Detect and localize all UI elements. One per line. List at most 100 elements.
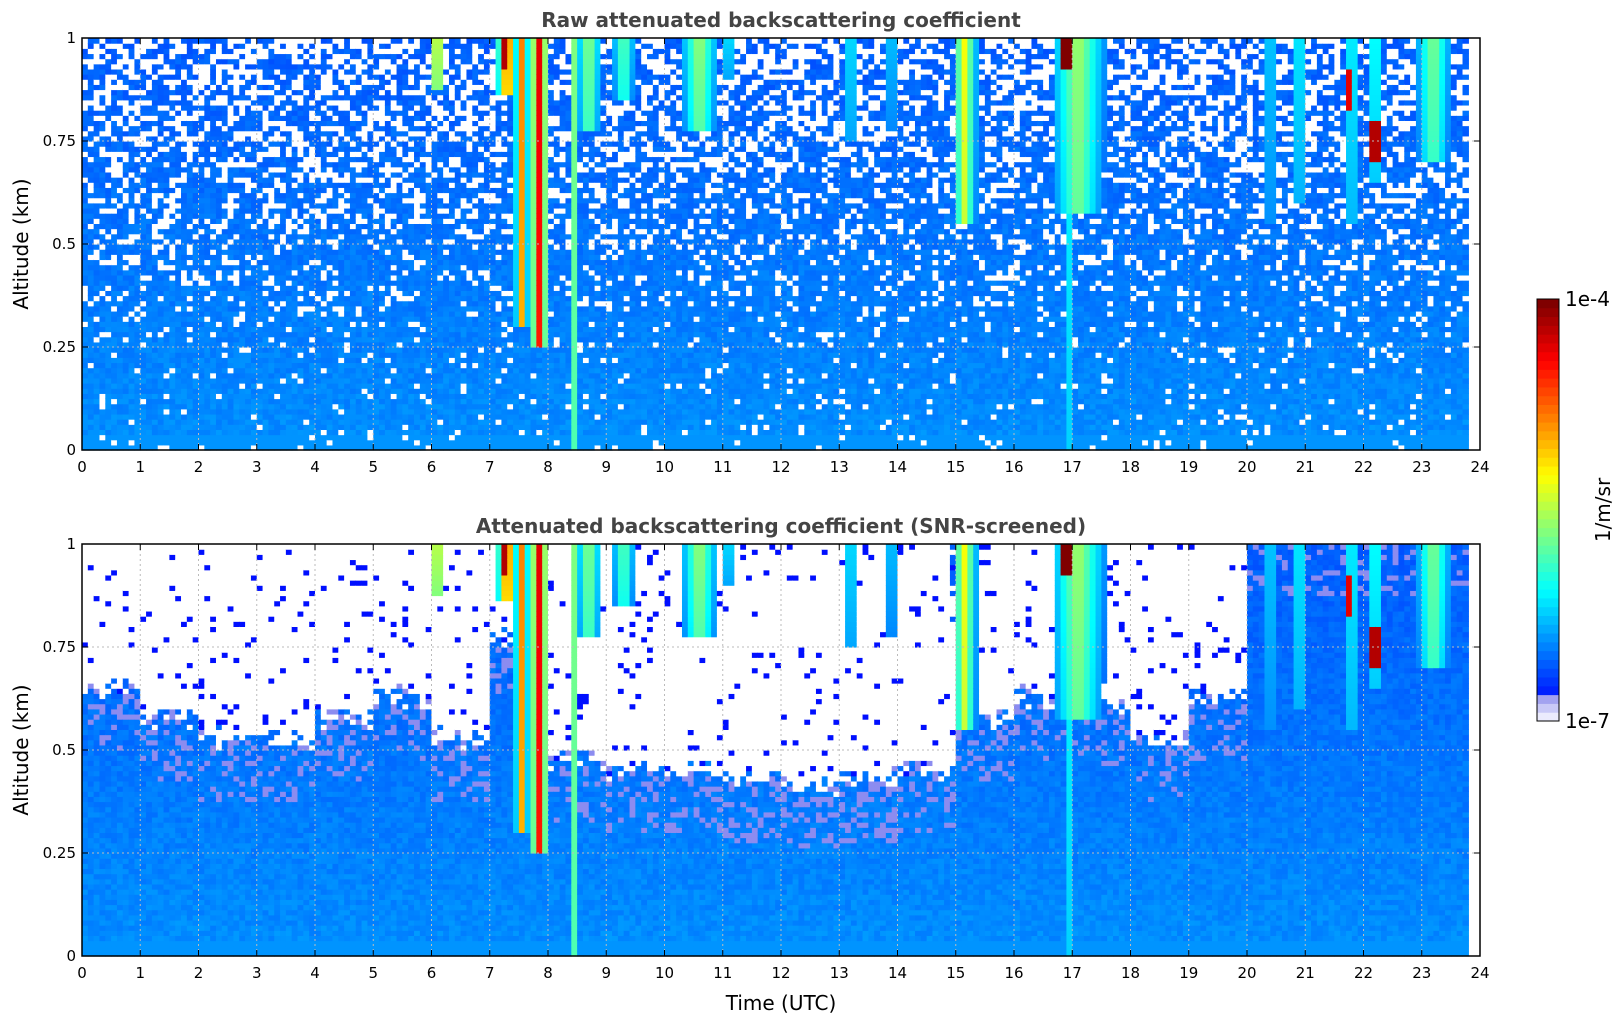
- heatmap-cell: [367, 280, 374, 286]
- heatmap-cell: [151, 305, 159, 312]
- heatmap-cell: [157, 233, 165, 240]
- heatmap-cell: [384, 372, 392, 379]
- heatmap-cell: [239, 274, 246, 281]
- heatmap-cell: [437, 352, 444, 358]
- heatmap-cell: [233, 84, 240, 91]
- heatmap-cell: [140, 424, 147, 430]
- heatmap-cell: [425, 331, 433, 338]
- heatmap-cell: [309, 146, 316, 152]
- heatmap-cell: [390, 156, 398, 163]
- heatmap-cell: [250, 383, 258, 389]
- heatmap-cell: [140, 58, 147, 65]
- heatmap-cell: [181, 161, 188, 168]
- heatmap-cell: [425, 135, 433, 142]
- heatmap-cell: [274, 207, 281, 214]
- heatmap-cell: [338, 197, 345, 204]
- heatmap-cell: [128, 161, 136, 168]
- heatmap-cell: [379, 377, 386, 384]
- heatmap-cell: [285, 408, 293, 415]
- heatmap-cell: [268, 177, 275, 183]
- heatmap-cell: [297, 48, 304, 55]
- heatmap-cell: [163, 310, 170, 317]
- heatmap-cell: [134, 259, 141, 266]
- heatmap-cell: [116, 403, 124, 410]
- heatmap-cell: [303, 156, 310, 163]
- heatmap-cell: [332, 316, 339, 322]
- heatmap-cell: [437, 403, 444, 410]
- heatmap-cell: [344, 202, 351, 209]
- heatmap-cell: [221, 202, 229, 209]
- heatmap-cell: [227, 244, 235, 250]
- heatmap-cell: [320, 331, 328, 338]
- heatmap-cell: [221, 161, 229, 168]
- heatmap-cell: [297, 135, 304, 142]
- heatmap-cell: [256, 84, 264, 91]
- heatmap-cell: [291, 166, 299, 173]
- heatmap-cell: [157, 300, 165, 307]
- heatmap-cell: [122, 223, 130, 230]
- heatmap-cell: [210, 444, 217, 451]
- heatmap-cell: [93, 94, 101, 101]
- heatmap-cell: [384, 403, 392, 410]
- heatmap-cell: [82, 115, 89, 121]
- heatmap-cell: [268, 48, 275, 55]
- heatmap-cell: [250, 316, 258, 322]
- heatmap-cell: [349, 403, 357, 410]
- heatmap-cell: [116, 362, 124, 369]
- heatmap-cell: [361, 429, 369, 436]
- heatmap-cell: [303, 403, 310, 410]
- heatmap-cell: [128, 192, 136, 199]
- heatmap-cell: [396, 43, 403, 49]
- heatmap-cell: [128, 197, 136, 204]
- heatmap-cell: [256, 254, 264, 261]
- heatmap-cell: [285, 403, 293, 410]
- heatmap-cell: [186, 156, 194, 163]
- heatmap-cell: [233, 321, 240, 327]
- heatmap-cell: [274, 213, 281, 219]
- heatmap-cell: [105, 326, 112, 333]
- heatmap-cell: [186, 84, 194, 91]
- heatmap-cell: [315, 177, 322, 183]
- heatmap-cell: [169, 120, 176, 127]
- heatmap-cell: [437, 331, 444, 338]
- heatmap-cell: [111, 68, 118, 75]
- heatmap-cell: [93, 341, 101, 348]
- heatmap-cell: [408, 110, 415, 116]
- heatmap-cell: [87, 171, 95, 178]
- heatmap-cell: [280, 408, 287, 415]
- heatmap-cell: [291, 223, 299, 230]
- heatmap-cell: [268, 285, 275, 291]
- heatmap-cell: [437, 259, 444, 266]
- heatmap-cell: [175, 341, 182, 348]
- heatmap-cell: [379, 352, 386, 358]
- heatmap-cell: [169, 429, 176, 436]
- heatmap-cell: [250, 347, 258, 353]
- heatmap-cell: [315, 187, 322, 194]
- heatmap-cell: [192, 321, 200, 327]
- heatmap-cell: [408, 104, 415, 111]
- heatmap-cell: [419, 310, 427, 317]
- heatmap-cell: [140, 177, 147, 183]
- heatmap-cell: [134, 84, 141, 91]
- heatmap-cell: [332, 115, 339, 121]
- heatmap-cell: [256, 285, 264, 291]
- heatmap-cell: [163, 439, 170, 446]
- heatmap-cell: [297, 141, 304, 147]
- heatmap-cell: [285, 207, 293, 214]
- heatmap-cell: [280, 393, 287, 400]
- heatmap-cell: [268, 74, 275, 80]
- heatmap-cell: [134, 233, 141, 240]
- heatmap-cell: [186, 413, 194, 420]
- heatmap-cell: [169, 326, 176, 333]
- heatmap-cell: [181, 156, 188, 163]
- heatmap-cell: [105, 110, 112, 116]
- heatmap-cell: [285, 130, 293, 137]
- heatmap-cell: [326, 130, 334, 137]
- heatmap-cell: [198, 316, 205, 322]
- heatmap-cell: [82, 130, 89, 137]
- heatmap-cell: [414, 115, 421, 121]
- heatmap-cell: [344, 104, 351, 111]
- heatmap-cell: [303, 393, 310, 400]
- heatmap-cell: [122, 347, 130, 353]
- heatmap-cell: [262, 336, 269, 343]
